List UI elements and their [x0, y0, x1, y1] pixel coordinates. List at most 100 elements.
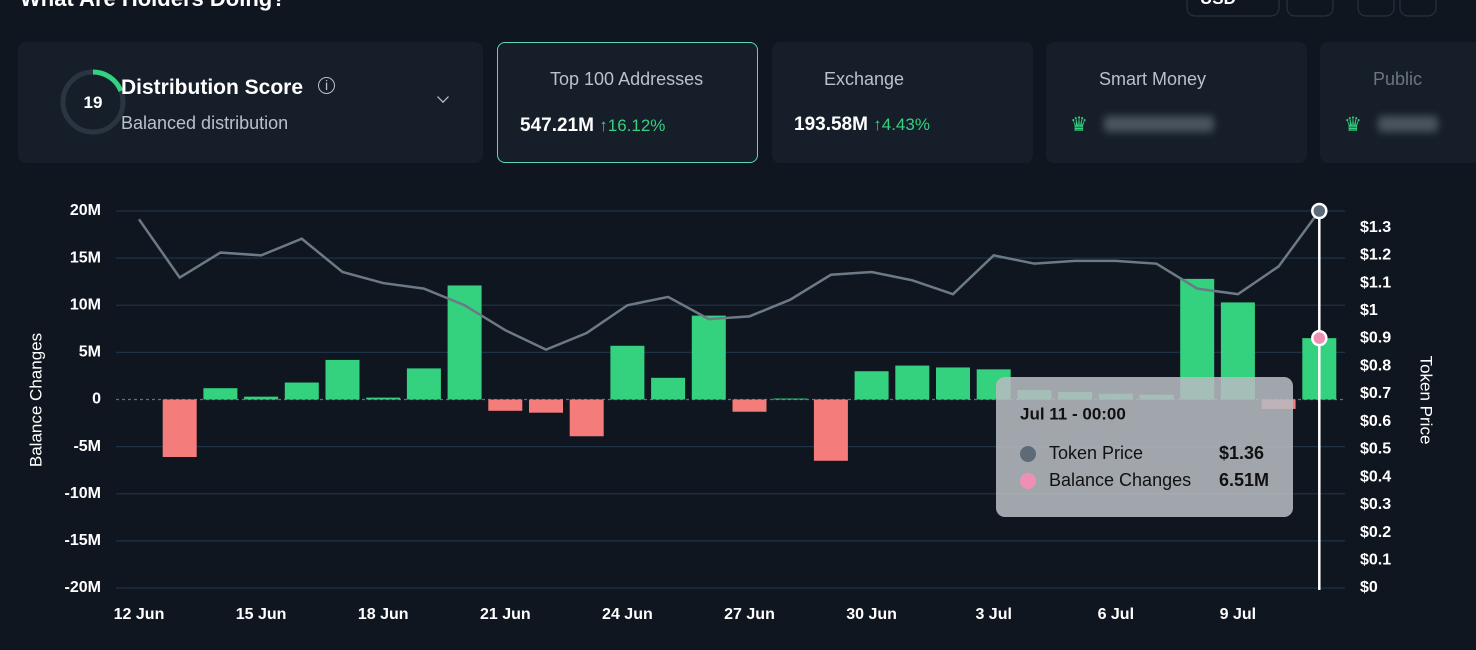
bar: [284, 382, 319, 400]
tooltip-swatch: [1020, 446, 1036, 462]
bar: [569, 399, 604, 437]
x-tick-label: 9 Jul: [1220, 606, 1256, 623]
y2-tick-label: $0.6: [1360, 413, 1391, 430]
y2-axis-label: Token Price: [1417, 356, 1436, 445]
bar: [203, 388, 238, 400]
x-tick-label: 30 Jun: [846, 606, 897, 623]
x-tick-label: 6 Jul: [1098, 606, 1134, 623]
bar: [813, 399, 848, 461]
x-tick-label: 18 Jun: [358, 606, 409, 623]
chevron[interactable]: [437, 91, 449, 103]
currency: USD: [1200, 0, 1236, 8]
y-tick-label: -20M: [65, 579, 101, 596]
y-tick-label: 0: [92, 391, 101, 408]
bar: [529, 399, 563, 413]
page-title: What Are Holders Doing?: [20, 0, 286, 11]
crown-icon: ♛: [1070, 114, 1088, 136]
bar: [447, 285, 482, 400]
crown-icon: ♛: [1344, 114, 1362, 136]
y2-tick-label: $0: [1360, 579, 1378, 596]
score-ring: 19: [60, 69, 126, 135]
change: 16.12%: [607, 116, 666, 135]
bar: [162, 399, 197, 457]
ring-arc: [60, 69, 126, 135]
card-title: Top 100 Addresses: [550, 69, 704, 89]
change: 4.43%: [881, 115, 930, 134]
y2-tick-label: $0.1: [1360, 551, 1391, 568]
smart-money-card[interactable]: Smart Money ♛: [1046, 42, 1307, 163]
y-tick-label: 20M: [70, 202, 101, 219]
value: 547.21M: [520, 115, 594, 136]
info-icon[interactable]: i: [318, 77, 335, 94]
y-tick-label: 10M: [70, 296, 101, 313]
tooltip-title: Jul 11 - 00:00: [1020, 404, 1126, 423]
tooltip-value: $1.36: [1219, 443, 1264, 463]
tooltip-value: 6.51M: [1219, 470, 1269, 490]
bar: [895, 365, 930, 400]
bar: [651, 377, 686, 400]
bar: [732, 399, 767, 412]
y2-tick-label: $0.7: [1360, 385, 1391, 402]
bar: [244, 396, 279, 400]
bar: [691, 315, 726, 400]
card-title: Exchange: [824, 69, 905, 89]
blurred-value: [1104, 116, 1214, 132]
card-title: Distribution Score: [121, 76, 304, 99]
blurred-value: [1378, 116, 1438, 132]
y2-tick-label: $0.2: [1360, 524, 1391, 541]
y2-tick-label: $1: [1360, 302, 1378, 319]
balance-dot: [1311, 329, 1328, 347]
bar: [325, 359, 360, 400]
tooltip: [996, 377, 1293, 517]
bar: [610, 345, 645, 400]
y-tick-label: 15M: [70, 249, 101, 266]
expand-button[interactable]: [1357, 0, 1395, 17]
y-axis-label: Balance Changes: [26, 333, 45, 467]
y-tick-label: -10M: [65, 485, 101, 502]
x-tick-label: 27 Jun: [724, 606, 775, 623]
y2-tick-label: $0.4: [1360, 468, 1391, 485]
card-subtitle: Balanced distribution: [121, 113, 289, 133]
price-dot: [1311, 202, 1328, 220]
x-tick-label: 24 Jun: [602, 606, 653, 623]
card-title: Public: [1373, 69, 1423, 89]
bar: [488, 399, 523, 411]
x-tick-label: 21 Jun: [480, 606, 531, 623]
tooltip-swatch: [1020, 473, 1036, 489]
arrow: ↑: [873, 115, 882, 134]
public-card[interactable]: Public ♛: [1320, 42, 1476, 163]
price-line: [137, 210, 1321, 351]
bar: [773, 398, 808, 400]
card-value: 193.58M ↑4.43%: [794, 114, 930, 136]
y2-tick-label: $0.9: [1360, 330, 1391, 347]
bar: [366, 397, 401, 400]
tooltip-name: Token Price: [1049, 443, 1143, 463]
distribution-card[interactable]: 19 Distribution Score Balanced distribut…: [18, 42, 483, 163]
y-tick-label: -5M: [73, 438, 101, 455]
close-button[interactable]: [1399, 0, 1437, 17]
exchange-card[interactable]: Exchange 193.58M ↑4.43%: [772, 42, 1033, 163]
arrow: ↑: [599, 116, 608, 135]
tooltip-name: Balance Changes: [1049, 470, 1191, 490]
calendar-button[interactable]: [1286, 0, 1334, 17]
x-tick-label: 12 Jun: [114, 606, 165, 623]
y2-tick-label: $0.5: [1360, 441, 1391, 458]
score: 19: [84, 93, 103, 112]
top100-card[interactable]: Top 100 Addresses 547.21M ↑16.12%: [497, 42, 758, 163]
y2-tick-label: $0.8: [1360, 357, 1391, 374]
y2-tick-label: $1.3: [1360, 219, 1391, 236]
y-tick-label: 5M: [79, 344, 101, 361]
y2-tick-label: $1.2: [1360, 247, 1391, 264]
y-tick-label: -15M: [65, 532, 101, 549]
x-tick-label: 3 Jul: [975, 606, 1011, 623]
y2-tick-label: $0.3: [1360, 496, 1391, 513]
bar: [854, 371, 889, 400]
bar: [406, 368, 441, 400]
value: 193.58M: [794, 114, 868, 135]
card-title: Smart Money: [1099, 69, 1207, 89]
x-tick-label: 15 Jun: [236, 606, 287, 623]
y2-tick-label: $1.1: [1360, 274, 1391, 291]
currency-select[interactable]: [1186, 0, 1280, 17]
bar: [936, 367, 970, 400]
